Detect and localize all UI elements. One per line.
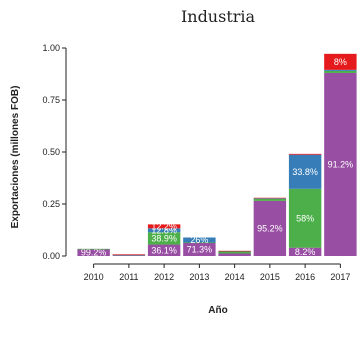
bar-segment-2015-s2 — [253, 198, 287, 201]
data-label-2017-s1: 91.2% — [328, 159, 354, 169]
bar-segment-2015-s1 — [253, 200, 287, 256]
bar-segment-2017-s3 — [324, 69, 357, 71]
y-tick-label: 0.00 — [42, 251, 60, 261]
data-label-2010-s1: 99.2% — [81, 247, 107, 257]
x-tick-label: 2015 — [260, 272, 280, 282]
y-tick-label: 0.75 — [42, 95, 60, 105]
bar-segment-2013-s2 — [183, 242, 216, 244]
x-tick-label: 2014 — [225, 272, 245, 282]
bar-segment-2013-s3 — [183, 237, 216, 243]
bar-segment-2012-s1 — [147, 244, 181, 256]
x-tick-label: 2011 — [119, 272, 138, 282]
data-label-2016-s3: 33.8% — [292, 167, 318, 177]
x-tick-label: 2013 — [189, 272, 209, 282]
data-label-2012-s1: 36.1% — [151, 245, 177, 255]
data-label-2016-s2: 58% — [296, 213, 314, 223]
bar-segment-2010-s2 — [77, 248, 110, 250]
bar-segment-2010-s1 — [77, 248, 110, 256]
data-label-2013-s3: 26% — [190, 235, 208, 245]
bar-segment-2012-s4 — [147, 224, 181, 229]
bar-segment-2017-s1 — [324, 72, 357, 257]
bar-segment-2016-s4 — [288, 153, 322, 155]
y-tick-label: 1.00 — [42, 43, 60, 53]
x-tick-label: 2012 — [154, 272, 174, 282]
bar-segment-2016-s3 — [288, 154, 322, 189]
bar-segment-2013-s1 — [183, 242, 216, 256]
bar-segment-2012-s3 — [147, 228, 181, 233]
y-tick-label: 0.25 — [42, 199, 60, 209]
x-tick-label: 2010 — [84, 272, 104, 282]
bar-segment-2017-s4 — [324, 53, 357, 70]
bar-segment-2016-s1 — [288, 247, 322, 256]
data-label-2015-s1: 95.2% — [257, 223, 283, 233]
data-label-2012-s2: 38.9% — [151, 233, 177, 243]
bar-segment-2011-s1 — [112, 255, 146, 256]
data-label-2013-s1: 71.3% — [187, 244, 213, 254]
bar-segment-2011-s4 — [112, 254, 146, 255]
x-tick-label: 2016 — [295, 272, 315, 282]
x-axis-label: Año — [208, 305, 227, 316]
x-axis: 2010 2011 2012 2013 2014 2015 2016 2017 — [84, 263, 350, 282]
chart-title: Industria — [181, 7, 256, 26]
bar-segment-2017-s2 — [324, 70, 357, 73]
bar-segment-2012-s2 — [147, 232, 181, 245]
bars-group: 99.2% 36.1% 38.9%12.8%12.2% 71.3%26% 95.2% 8.… — [77, 53, 357, 257]
bar-segment-2014-s1 — [218, 253, 251, 256]
data-label-2012-s3: 12.8% — [151, 225, 177, 235]
data-label-2017-s4: 8% — [334, 57, 347, 67]
y-axis-label: Exportaciones (millones FOB) — [10, 86, 21, 229]
y-tick-label: 0.50 — [42, 147, 60, 157]
data-label-2016-s1: 8.2% — [295, 247, 316, 257]
bar-segment-2015-s4 — [253, 197, 287, 199]
bar-segment-2015-s3 — [253, 198, 287, 199]
data-label-2012-s4: 12.2% — [151, 221, 177, 231]
bar-segment-2014-s4 — [218, 250, 251, 252]
x-tick-label: 2017 — [330, 272, 350, 282]
y-axis: 0.00 0.25 0.50 0.75 1.00 — [42, 43, 67, 261]
bar-segment-2014-s2 — [218, 251, 251, 254]
bar-segment-2016-s2 — [288, 188, 322, 248]
